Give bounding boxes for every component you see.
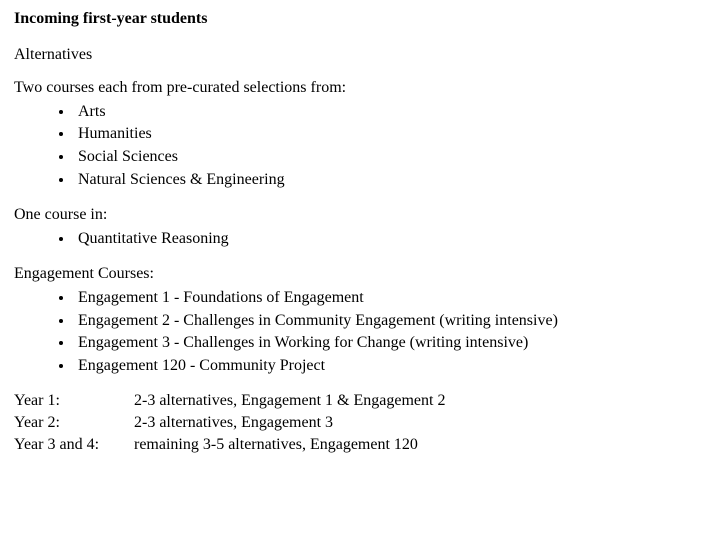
list-item: Engagement 3 - Challenges in Working for… bbox=[74, 332, 700, 354]
two-courses-intro: Two courses each from pre-curated select… bbox=[14, 77, 700, 99]
schedule-year-label: Year 1: bbox=[14, 390, 134, 412]
list-item: Quantitative Reasoning bbox=[74, 228, 700, 250]
schedule-year-label: Year 3 and 4: bbox=[14, 434, 134, 456]
list-item: Social Sciences bbox=[74, 146, 700, 168]
schedule-year-label: Year 2: bbox=[14, 412, 134, 434]
engagement-intro: Engagement Courses: bbox=[14, 263, 700, 285]
list-item: Engagement 2 - Challenges in Community E… bbox=[74, 310, 700, 332]
one-course-list: Quantitative Reasoning bbox=[14, 228, 700, 250]
list-item: Arts bbox=[74, 101, 700, 123]
schedule-row: Year 1: 2-3 alternatives, Engagement 1 &… bbox=[14, 390, 700, 412]
list-item: Engagement 120 - Community Project bbox=[74, 355, 700, 377]
schedule-row: Year 2: 2-3 alternatives, Engagement 3 bbox=[14, 412, 700, 434]
schedule-year-desc: 2-3 alternatives, Engagement 3 bbox=[134, 412, 700, 434]
engagement-list: Engagement 1 - Foundations of Engagement… bbox=[14, 287, 700, 376]
alternatives-label: Alternatives bbox=[14, 44, 700, 66]
schedule-row: Year 3 and 4: remaining 3-5 alternatives… bbox=[14, 434, 700, 456]
list-item: Engagement 1 - Foundations of Engagement bbox=[74, 287, 700, 309]
schedule-year-desc: remaining 3-5 alternatives, Engagement 1… bbox=[134, 434, 700, 456]
two-courses-list: Arts Humanities Social Sciences Natural … bbox=[14, 101, 700, 190]
page-heading: Incoming first-year students bbox=[14, 8, 700, 30]
list-item: Natural Sciences & Engineering bbox=[74, 169, 700, 191]
one-course-intro: One course in: bbox=[14, 204, 700, 226]
schedule-year-desc: 2-3 alternatives, Engagement 1 & Engagem… bbox=[134, 390, 700, 412]
year-schedule: Year 1: 2-3 alternatives, Engagement 1 &… bbox=[14, 390, 700, 455]
list-item: Humanities bbox=[74, 123, 700, 145]
